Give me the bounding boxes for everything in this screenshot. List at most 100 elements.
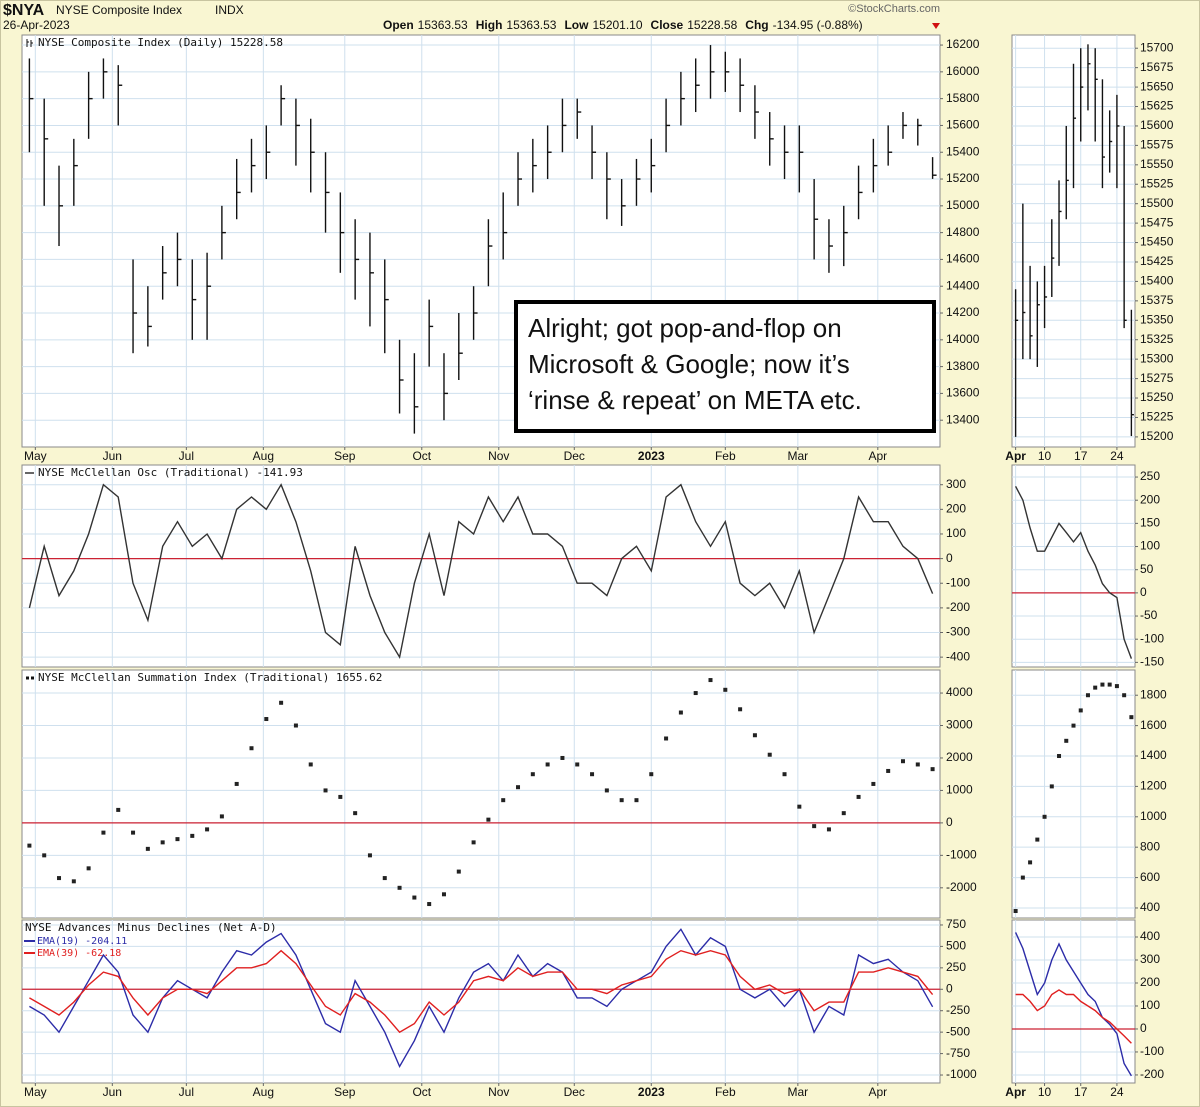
y-tick-label: 750 xyxy=(946,917,966,931)
series-dot xyxy=(1078,708,1083,713)
series-dot xyxy=(708,678,713,683)
x-tick-label: Sep xyxy=(334,1085,356,1099)
y-tick-label: 15400 xyxy=(946,144,980,158)
y-tick-label: 15625 xyxy=(1140,99,1174,113)
series-dot xyxy=(293,723,298,728)
y-tick-label: 15475 xyxy=(1140,215,1174,229)
x-tick-label: 2023 xyxy=(638,1085,665,1099)
series-dot xyxy=(797,804,802,809)
x-tick-label: May xyxy=(24,1085,47,1099)
y-tick-label: 600 xyxy=(1140,870,1160,884)
y-tick-label: 0 xyxy=(946,551,953,565)
y-tick-label: 15525 xyxy=(1140,176,1174,190)
x-tick-label: Jul xyxy=(179,1085,194,1099)
x-tick-label: Oct xyxy=(412,449,431,463)
y-tick-label: 15400 xyxy=(1140,274,1174,288)
x-tick-label: Jul xyxy=(179,449,194,463)
y-tick-label: -400 xyxy=(946,649,970,663)
y-tick-label: 15200 xyxy=(1140,429,1174,443)
quote-value: -134.95 (-0.88%) xyxy=(773,18,863,32)
series-dot xyxy=(279,700,284,705)
y-tick-label: -1000 xyxy=(946,1067,977,1081)
y-tick-label: 15350 xyxy=(1140,312,1174,326)
y-tick-label: 15575 xyxy=(1140,138,1174,152)
y-tick-label: 14600 xyxy=(946,252,980,266)
series-dot xyxy=(190,833,195,838)
series-dot xyxy=(930,767,935,772)
series-dot xyxy=(1035,837,1040,842)
quote-label: Close xyxy=(651,18,684,32)
y-tick-label: -100 xyxy=(1140,631,1164,645)
y-tick-label: -200 xyxy=(1140,1067,1164,1081)
y-tick-label: 400 xyxy=(1140,900,1160,914)
y-tick-label: 1200 xyxy=(1140,779,1167,793)
x-tick-label: Jun xyxy=(103,449,122,463)
series-dot xyxy=(249,746,254,751)
x-tick-label: Dec xyxy=(564,1085,585,1099)
series-dot xyxy=(501,798,506,803)
series-line xyxy=(28,483,934,660)
series-dot xyxy=(1107,682,1112,687)
y-tick-label: 15800 xyxy=(946,91,980,105)
y-tick-label: 14000 xyxy=(946,332,980,346)
x-tick-label: 10 xyxy=(1038,449,1052,463)
y-tick-label: 100 xyxy=(946,526,966,540)
series-dot xyxy=(1122,693,1127,698)
series-dot xyxy=(1013,909,1018,914)
y-tick-label: -100 xyxy=(1140,1044,1164,1058)
series-dot xyxy=(308,762,313,767)
panel: 15700 15675 15650 15625 15600 15575 15550 15525… xyxy=(1005,34,1174,463)
series-dot xyxy=(323,788,328,793)
x-tick-label: 17 xyxy=(1074,1085,1088,1099)
y-tick-label: 14400 xyxy=(946,278,980,292)
quote-value: 15228.58 xyxy=(687,18,737,32)
panel-title: NYSE Advances Minus Declines (Net A-D) xyxy=(25,921,277,934)
series-dot xyxy=(353,811,358,816)
series-dot xyxy=(338,794,343,799)
series-dot xyxy=(1020,875,1025,880)
y-tick-label: -300 xyxy=(946,625,970,639)
series-dot xyxy=(782,772,787,777)
series-dot xyxy=(145,846,150,851)
y-tick-label: 0 xyxy=(946,981,953,995)
x-tick-label: May xyxy=(24,449,47,463)
y-tick-label: 15500 xyxy=(1140,196,1174,210)
quote-label: Low xyxy=(564,18,589,32)
annotation-text: Microsoft & Google; now it’s xyxy=(528,349,850,379)
series-dot xyxy=(1100,682,1105,687)
y-tick-label: 1000 xyxy=(1140,809,1167,823)
x-tick-label: Feb xyxy=(715,449,736,463)
exchange: INDX xyxy=(215,3,244,17)
title-glyph xyxy=(26,39,33,47)
series-dot xyxy=(160,840,165,845)
y-tick-label: 15375 xyxy=(1140,293,1174,307)
panel-title: NYSE McClellan Osc (Traditional) -141.93 xyxy=(38,466,303,479)
y-tick-label: 200 xyxy=(1140,492,1160,506)
x-tick-label: Mar xyxy=(788,449,809,463)
series-dot xyxy=(812,824,817,829)
series-dot xyxy=(27,843,32,848)
x-tick-label: Sep xyxy=(334,449,356,463)
series-dot xyxy=(826,827,831,832)
series-dot xyxy=(1049,784,1054,789)
annotation-box xyxy=(514,300,936,433)
y-tick-label: 15450 xyxy=(1140,235,1174,249)
y-tick-label: 15600 xyxy=(946,118,980,132)
y-tick-label: 15600 xyxy=(1140,118,1174,132)
panel: 750 500 250 0 -250 -500 -750 -1000 May Jun Jul Aug S… xyxy=(21,917,977,1099)
panel-title: NYSE Composite Index (Daily) 15228.58 xyxy=(38,36,283,49)
x-tick-label: Apr xyxy=(1005,449,1026,463)
y-tick-label: 16200 xyxy=(946,37,980,51)
legend-entry: EMA(19) -204.11 xyxy=(37,936,127,947)
y-tick-label: 0 xyxy=(946,815,953,829)
y-tick-label: 50 xyxy=(1140,562,1154,576)
y-tick-label: 13600 xyxy=(946,386,980,400)
x-tick-label: Aug xyxy=(253,1085,274,1099)
series-dot xyxy=(397,885,402,890)
x-tick-label: 24 xyxy=(1110,449,1124,463)
y-tick-label: 15425 xyxy=(1140,254,1174,268)
x-tick-label: 24 xyxy=(1110,1085,1124,1099)
source: ©StockCharts.com xyxy=(848,3,940,15)
series-dot xyxy=(101,830,106,835)
